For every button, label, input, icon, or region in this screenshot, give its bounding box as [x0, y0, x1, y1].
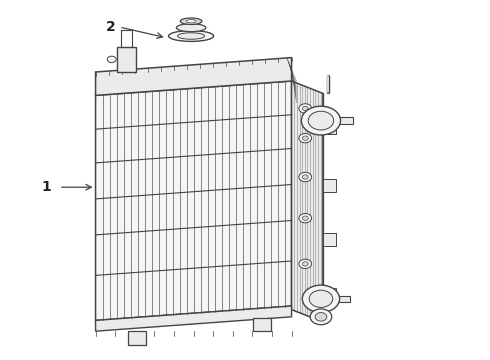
Circle shape [299, 104, 312, 113]
Circle shape [302, 262, 308, 266]
Circle shape [299, 259, 312, 269]
Polygon shape [323, 288, 336, 301]
Polygon shape [292, 81, 323, 322]
Circle shape [299, 134, 312, 143]
Circle shape [299, 172, 312, 182]
Polygon shape [96, 58, 292, 95]
Polygon shape [253, 318, 271, 331]
Circle shape [107, 56, 116, 63]
Circle shape [302, 175, 308, 179]
Circle shape [299, 213, 312, 223]
Circle shape [308, 111, 334, 130]
Ellipse shape [186, 19, 196, 23]
Polygon shape [323, 233, 336, 246]
Polygon shape [323, 121, 336, 134]
Polygon shape [117, 47, 136, 72]
Ellipse shape [169, 31, 214, 41]
Circle shape [309, 290, 333, 307]
Circle shape [302, 136, 308, 140]
Polygon shape [323, 179, 336, 192]
Text: 1: 1 [42, 180, 51, 194]
Polygon shape [96, 81, 292, 320]
Text: 2: 2 [105, 20, 115, 34]
Ellipse shape [180, 18, 202, 24]
Ellipse shape [176, 24, 206, 32]
Polygon shape [96, 306, 292, 331]
Ellipse shape [177, 33, 205, 39]
Circle shape [310, 309, 332, 325]
Circle shape [302, 285, 340, 312]
Polygon shape [337, 296, 350, 302]
Circle shape [315, 312, 327, 321]
Circle shape [301, 106, 341, 135]
Circle shape [302, 216, 308, 220]
Polygon shape [338, 117, 353, 124]
Polygon shape [128, 331, 146, 345]
Circle shape [302, 106, 308, 111]
